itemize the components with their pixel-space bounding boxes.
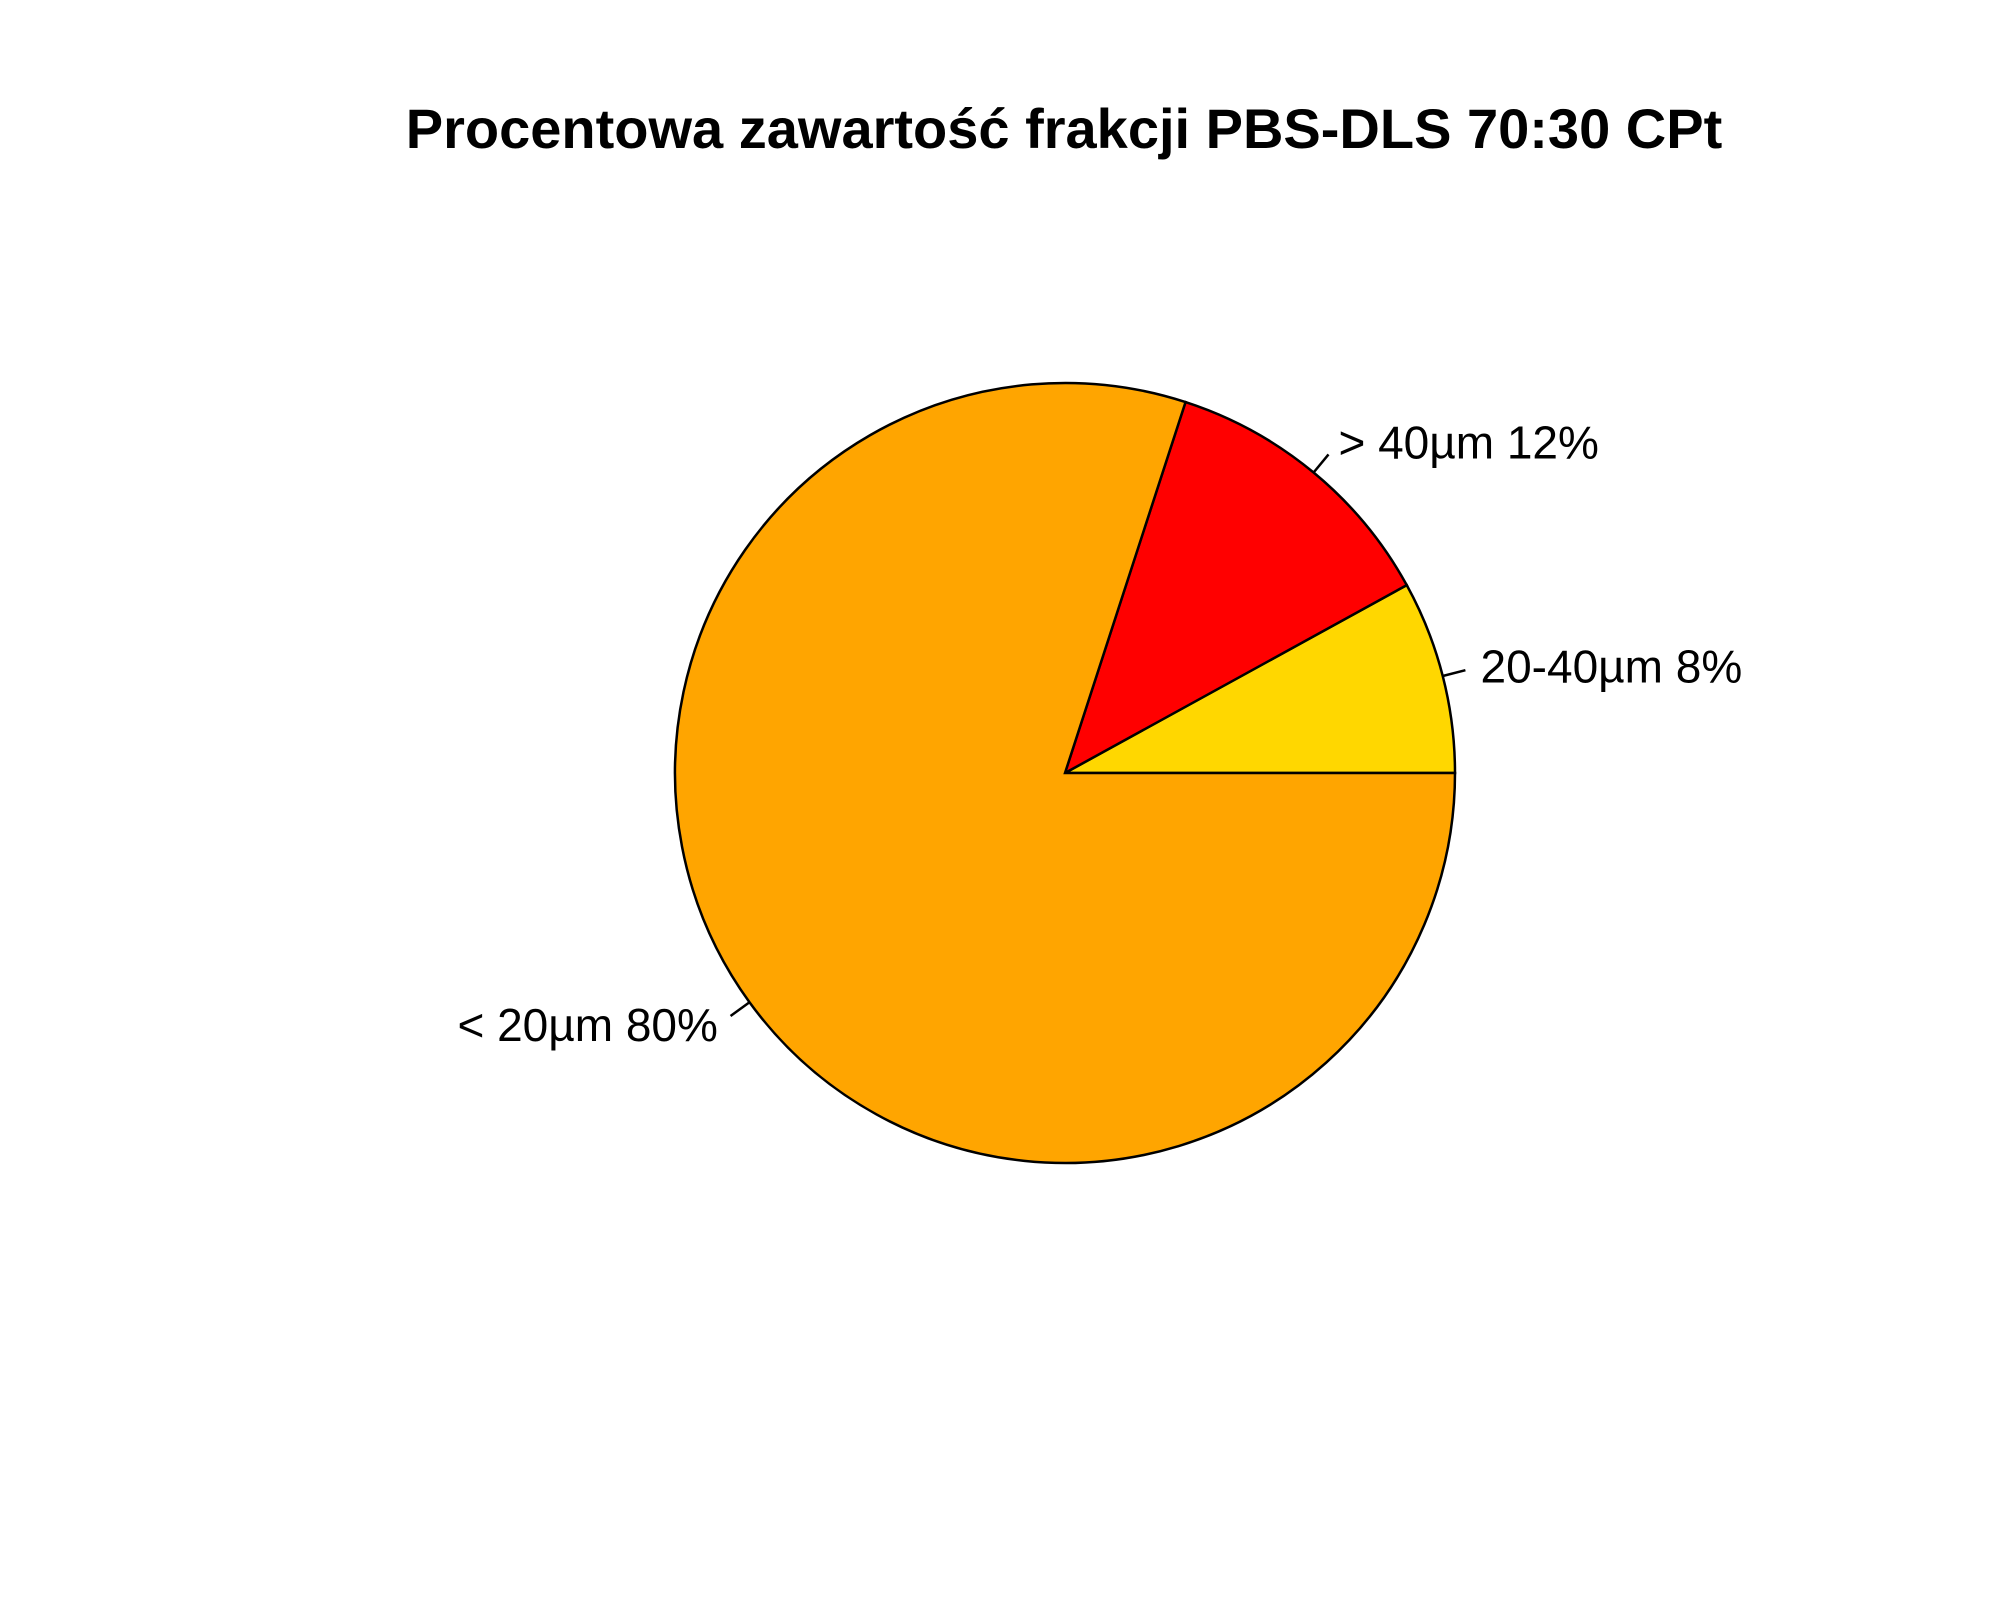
pie-slice-40-m	[1062, 400, 1409, 776]
chart-title: Procentowa zawartość frakcji PBS-DLS 70:…	[406, 97, 1722, 160]
leader-line-40-m	[1312, 453, 1330, 474]
pie-slices	[673, 381, 1457, 1165]
leader-line-20-m	[729, 1001, 751, 1018]
pie-slice-20-m	[673, 381, 1457, 1165]
pie-leader-lines	[729, 453, 1466, 1018]
slice-label-40-m: > 40µm 12%	[1338, 416, 1598, 468]
slice-label-20-40-m: 20-40µm 8%	[1481, 640, 1743, 692]
leader-line-20-40-m	[1442, 668, 1466, 678]
pie-slice-20-40-m	[1064, 583, 1457, 775]
pie-labels: 20-40µm 8% > 40µm 12% < 20µm 80%	[457, 416, 1742, 1051]
slice-label-20-m: < 20µm 80%	[457, 999, 717, 1051]
